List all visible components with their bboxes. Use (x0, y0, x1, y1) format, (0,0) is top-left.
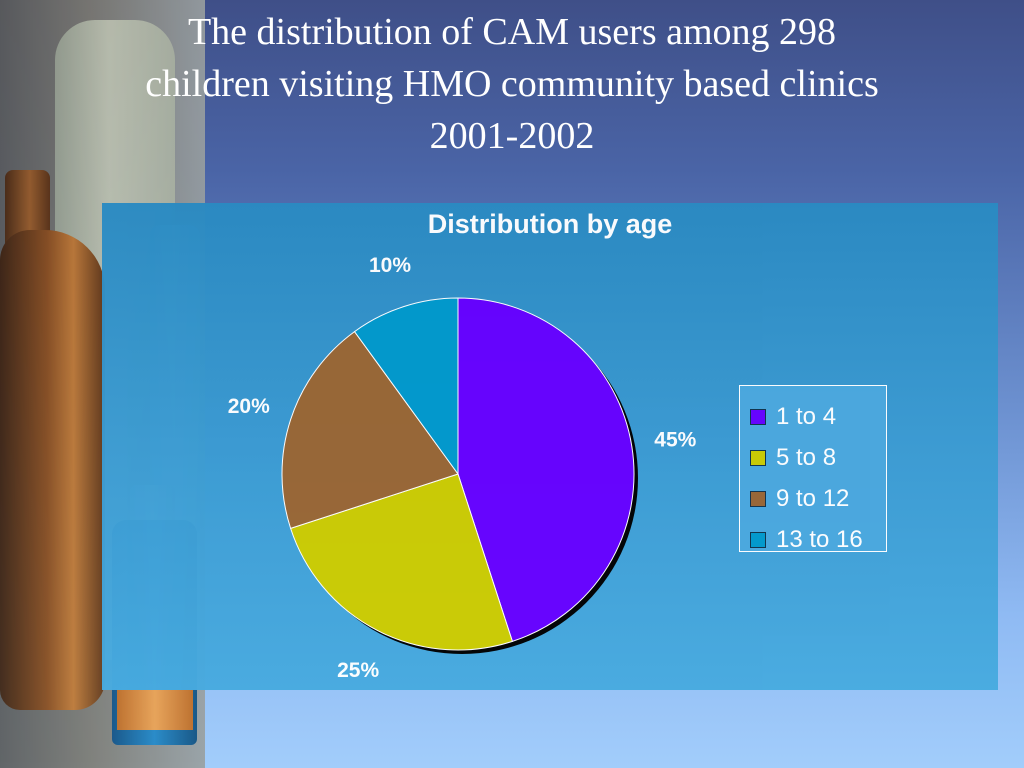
chart-legend: 1 to 4 5 to 8 9 to 12 13 to 16 (739, 385, 887, 553)
legend-label-5-to-8: 5 to 8 (776, 443, 837, 471)
legend-label-1-to-4: 1 to 4 (776, 402, 837, 430)
pie-slice-9-to-12 (281, 330, 459, 530)
legend-item-5-to-8: 5 to 8 (750, 437, 886, 478)
pie-slice-13-to-16 (353, 297, 459, 476)
pie-label-13-to-16: 10% (369, 254, 411, 277)
slide-title-line-2: children visiting HMO community based cl… (145, 63, 879, 105)
pie-slice-1-to-4 (457, 297, 635, 643)
pie-label-5-to-8: 25% (337, 659, 379, 682)
pie-label-9-to-12: 20% (228, 395, 270, 418)
pie-label-group: 45% 25% 20% 10% (228, 254, 697, 682)
slide-title-line-1: The distribution of CAM users among 298 (187, 11, 837, 53)
legend-swatch-9-to-12 (750, 490, 766, 507)
legend-swatch-13-to-16 (750, 531, 766, 548)
legend-swatch-1-to-4 (750, 408, 766, 425)
chart-panel: Distribution by age 45% 25% 20% 10% 1 to 4 … (102, 203, 998, 690)
legend-item-9-to-12: 9 to 12 (750, 478, 886, 519)
pie-slice-5-to-8 (289, 473, 514, 651)
legend-item-1-to-4: 1 to 4 (750, 396, 886, 437)
legend-swatch-5-to-8 (750, 449, 766, 466)
slide-title: The distribution of CAM users among 298 … (40, 6, 984, 162)
slide-title-line-3: 2001-2002 (429, 115, 595, 157)
pie-chart: 45% 25% 20% 10% (228, 254, 697, 682)
brown-bottle-image (0, 230, 105, 710)
legend-item-13-to-16: 13 to 16 (750, 519, 886, 560)
pie-slice-group (281, 297, 635, 651)
chart-title: Distribution by age (427, 209, 673, 239)
legend-label-13-to-16: 13 to 16 (776, 525, 863, 553)
pie-label-1-to-4: 45% (654, 429, 696, 452)
legend-label-9-to-12: 9 to 12 (776, 484, 850, 512)
bottle-label-image (117, 690, 193, 730)
